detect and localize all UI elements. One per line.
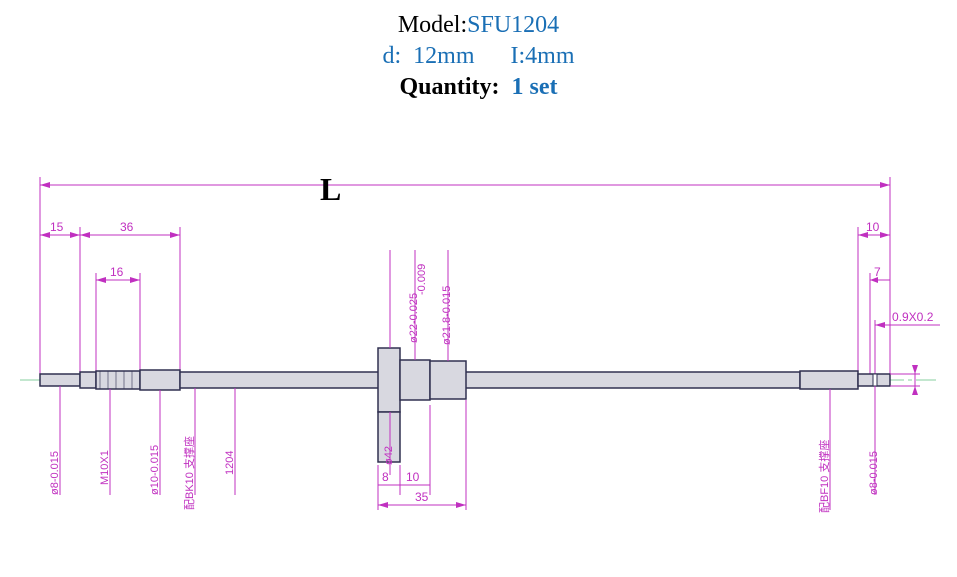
qty-label: Quantity: bbox=[400, 74, 500, 100]
vlabel-dia22: ø22-0.025 bbox=[408, 293, 420, 343]
vlabel-dia8-right: ø8-0.015 bbox=[868, 451, 880, 495]
shaft-body bbox=[180, 372, 800, 388]
vlabel-bf10: 配BF10 支撑座 bbox=[817, 440, 831, 513]
dim-10b: 10 bbox=[406, 470, 420, 484]
nut-body-b bbox=[430, 361, 466, 399]
vlabel-bk10: 配BK10 支撑座 bbox=[182, 436, 196, 510]
dim-16: 16 bbox=[110, 265, 124, 279]
vlabel-1204: 1204 bbox=[224, 451, 236, 475]
header: Model:SFU1204 d: 12mm I:4mm Quantity: 1 … bbox=[0, 0, 957, 101]
dims-line: d: 12mm I:4mm bbox=[0, 43, 957, 70]
model-label: Model: bbox=[398, 12, 467, 38]
qty-line: Quantity: 1 set bbox=[0, 74, 957, 101]
vlabel-dia22sup: -0.009 bbox=[416, 264, 428, 295]
shaft-m10-b bbox=[96, 371, 140, 389]
vlabel-m10x1: M10X1 bbox=[99, 450, 111, 485]
i-value: 4mm bbox=[525, 43, 574, 69]
shaft-m10-a bbox=[80, 372, 96, 388]
d-value: 12mm bbox=[413, 43, 474, 69]
technical-drawing: L 15 36 16 10 7 0.9X0.2 bbox=[20, 165, 940, 565]
vlabel-dia42: ø42 bbox=[383, 446, 395, 465]
model-line: Model:SFU1204 bbox=[0, 12, 957, 39]
dim-35: 35 bbox=[415, 490, 429, 504]
drawing-svg: L 15 36 16 10 7 0.9X0.2 bbox=[20, 165, 940, 565]
dim-10r: 10 bbox=[866, 220, 880, 234]
i-label: I: bbox=[511, 43, 526, 69]
model-value: SFU1204 bbox=[467, 12, 559, 38]
qty-value: 1 set bbox=[512, 74, 558, 100]
vlabel-dia10: ø10-0.015 bbox=[149, 445, 161, 495]
d-label: d: bbox=[382, 43, 401, 69]
dim-8: 8 bbox=[382, 470, 389, 484]
shaft-end-left bbox=[40, 374, 80, 386]
shaft-bk10-seat bbox=[140, 370, 180, 390]
dim-groove: 0.9X0.2 bbox=[892, 310, 934, 324]
dim-7: 7 bbox=[874, 265, 881, 279]
dim-15: 15 bbox=[50, 220, 64, 234]
shaft-bf10-seat bbox=[800, 371, 858, 389]
overall-label: L bbox=[320, 171, 341, 207]
vlabel-dia8-left: ø8-0.015 bbox=[49, 451, 61, 495]
nut-flange bbox=[378, 348, 400, 412]
dim-36: 36 bbox=[120, 220, 134, 234]
nut-body-a bbox=[400, 360, 430, 400]
vlabel-dia218: ø21.8-0.015 bbox=[441, 286, 453, 345]
